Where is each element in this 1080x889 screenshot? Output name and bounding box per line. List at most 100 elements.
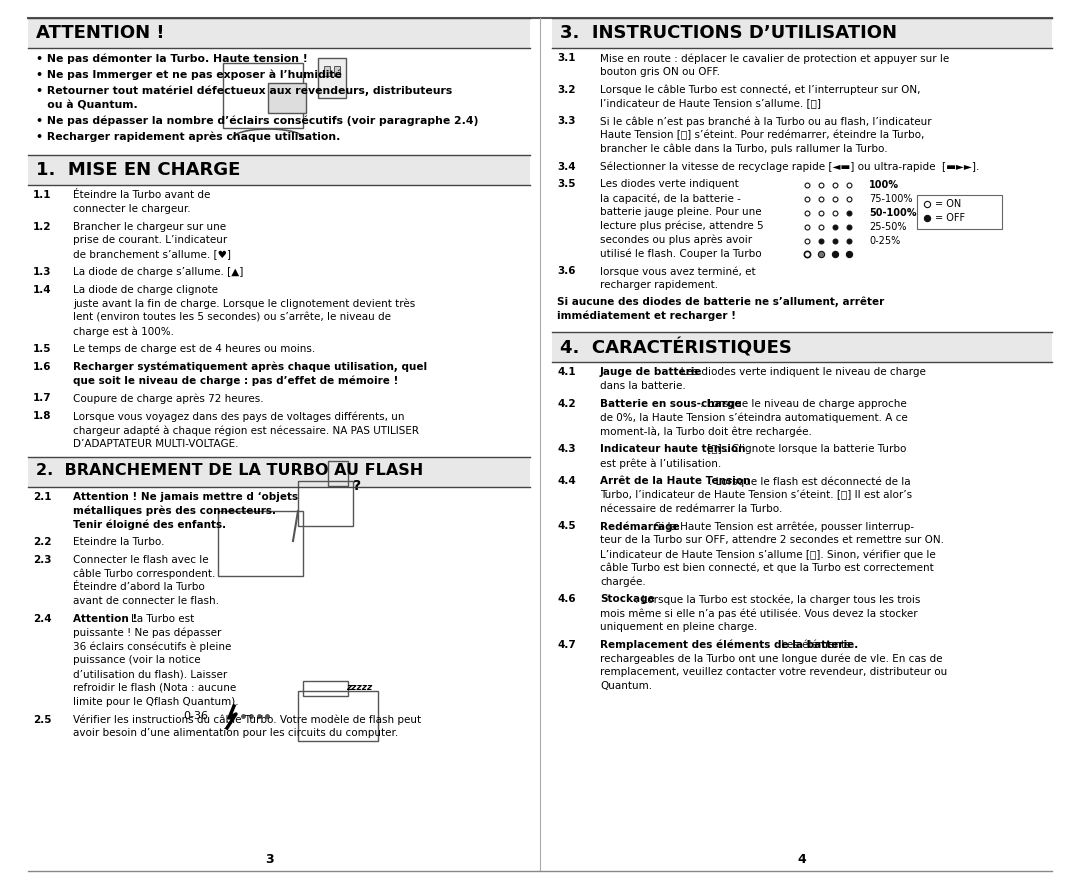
Text: l’indicateur de Haute Tension s’allume. [ⓘ]: l’indicateur de Haute Tension s’allume. … [600, 99, 821, 108]
Bar [298, 481, 353, 526]
Text: . Lorsque le niveau de charge approche: . Lorsque le niveau de charge approche [700, 399, 907, 409]
Text: avant de connecter le flash.: avant de connecter le flash. [73, 597, 219, 606]
Text: 2.3: 2.3 [33, 555, 52, 565]
Text: 3.2: 3.2 [557, 84, 576, 94]
Text: teur de la Turbo sur OFF, attendre 2 secondes et remettre sur ON.: teur de la Turbo sur OFF, attendre 2 sec… [600, 535, 944, 545]
Text: lorsque vous avez terminé, et: lorsque vous avez terminé, et [600, 266, 756, 276]
Text: la capacité, de la batterie -: la capacité, de la batterie - [600, 193, 741, 204]
Text: Stockage: Stockage [600, 595, 654, 605]
Text: = OFF: = OFF [935, 213, 966, 223]
Text: 25-50%: 25-50% [869, 221, 906, 232]
Text: charge est à 100%.: charge est à 100%. [73, 326, 174, 337]
Text: • Ne pas Immerger et ne pas exposer à l’humidité: • Ne pas Immerger et ne pas exposer à l’… [36, 69, 342, 80]
Text: Batterie en sous-charge: Batterie en sous-charge [600, 399, 742, 409]
Text: Sélectionner la vitesse de recyclage rapide [◄▬] ou ultra-rapide  [▬►►].: Sélectionner la vitesse de recyclage rap… [600, 162, 980, 172]
Text: brancher le câble dans la Turbo, puls rallumer la Turbo.: brancher le câble dans la Turbo, puls ra… [600, 144, 888, 155]
Text: 4.2: 4.2 [557, 399, 576, 409]
Text: Turbo, l’indicateur de Haute Tension s’éteint. [ⓘ] Il est alor’s: Turbo, l’indicateur de Haute Tension s’é… [600, 490, 913, 501]
Text: Quantum.: Quantum. [600, 681, 652, 692]
Text: 3.5: 3.5 [557, 180, 576, 189]
Text: [ⓘ] . Clignote lorsque la batterie Turbo: [ⓘ] . Clignote lorsque la batterie Turbo [704, 444, 907, 454]
Text: immédiatement et recharger !: immédiatement et recharger ! [557, 310, 735, 321]
Text: 50-100%: 50-100% [869, 208, 917, 218]
Text: puissance (voir la notice: puissance (voir la notice [73, 655, 201, 665]
Bar [218, 511, 303, 576]
Text: 3.  INSTRUCTIONS D’UTILISATION: 3. INSTRUCTIONS D’UTILISATION [561, 24, 897, 42]
Text: Remplacement des éléments de la batterie.: Remplacement des éléments de la batterie… [600, 640, 859, 650]
Text: 4.3: 4.3 [557, 444, 576, 454]
Bar [28, 18, 530, 48]
Text: Coupure de charge après 72 heures.: Coupure de charge après 72 heures. [73, 394, 264, 404]
Bar [552, 332, 1052, 363]
Text: est prête à l’utilisation.: est prête à l’utilisation. [600, 458, 721, 469]
Text: secondes ou plus après avoir: secondes ou plus après avoir [600, 235, 752, 245]
Bar [303, 681, 348, 696]
Text: 4: 4 [798, 853, 807, 866]
Bar [298, 691, 378, 741]
Text: chargeur adapté à chaque région est nécessaire. NA PAS UTILISER: chargeur adapté à chaque région est néce… [73, 425, 419, 436]
Text: Vérifier les instructions du câble Turbo. Votre modèle de flash peut: Vérifier les instructions du câble Turbo… [73, 715, 421, 725]
Text: avoir besoin d’une alimentation pour les circuits du computer.: avoir besoin d’une alimentation pour les… [73, 728, 399, 739]
Text: câble Turbo correspondent.: câble Turbo correspondent. [73, 569, 215, 579]
Text: = ON: = ON [935, 199, 961, 209]
Text: Si le câble n’est pas branché à la Turbo ou au flash, l’indicateur: Si le câble n’est pas branché à la Turbo… [600, 116, 932, 127]
Text: d’utilisation du flash). Laisser: d’utilisation du flash). Laisser [73, 669, 227, 679]
Text: . Lorsque le flash est déconnecté de la: . Lorsque le flash est déconnecté de la [708, 476, 910, 486]
Bar [552, 18, 1052, 48]
Text: Jauge de batterie: Jauge de batterie [600, 367, 702, 378]
Text: batterie jauge pleine. Pour une: batterie jauge pleine. Pour une [600, 207, 761, 217]
Bar [28, 155, 530, 185]
Text: de 0%, la Haute Tension s’éteindra automatiquement. A ce: de 0%, la Haute Tension s’éteindra autom… [600, 412, 908, 423]
Bar [28, 457, 530, 486]
Text: connecter le chargeur.: connecter le chargeur. [73, 204, 191, 213]
Text: 75-100%: 75-100% [869, 194, 913, 204]
Text: Le temps de charge est de 4 heures ou moins.: Le temps de charge est de 4 heures ou mo… [73, 344, 315, 354]
Text: 4.5: 4.5 [557, 522, 576, 532]
Bar [328, 461, 348, 486]
Text: 4.6: 4.6 [557, 595, 576, 605]
Text: Lorsque le câble Turbo est connecté, et l’interrupteur sur ON,: Lorsque le câble Turbo est connecté, et … [600, 84, 920, 95]
Text: Attention !: Attention ! [73, 614, 137, 624]
Text: que soit le niveau de charge : pas d’effet de mémoire !: que soit le niveau de charge : pas d’eff… [73, 375, 399, 386]
Text: dans la batterie.: dans la batterie. [600, 381, 686, 391]
Text: Eteindre la Turbo.: Eteindre la Turbo. [73, 537, 164, 547]
Text: refroidir le flash (Nota : aucune: refroidir le flash (Nota : aucune [73, 683, 237, 693]
Text: 4.7: 4.7 [557, 640, 576, 650]
Text: 1.8: 1.8 [33, 412, 52, 421]
Text: Indicateur haute tension: Indicateur haute tension [600, 444, 745, 454]
Text: 2.  BRANCHEMENT DE LA TURBO AU FLASH: 2. BRANCHEMENT DE LA TURBO AU FLASH [36, 462, 423, 477]
Text: limite pour le Qflash Quantum).: limite pour le Qflash Quantum). [73, 697, 239, 707]
Text: 2.1: 2.1 [33, 492, 52, 501]
Text: 3: 3 [266, 853, 274, 866]
Text: 3.4: 3.4 [557, 162, 576, 172]
Text: nécessaire de redémarrer la Turbo.: nécessaire de redémarrer la Turbo. [600, 503, 782, 514]
Text: bouton gris ON ou OFF.: bouton gris ON ou OFF. [600, 67, 720, 76]
Text: L’indicateur de Haute Tension s’allume [ⓘ]. Sinon, vérifier que le: L’indicateur de Haute Tension s’allume [… [600, 549, 935, 559]
Text: moment-là, la Turbo doit être rechargée.: moment-là, la Turbo doit être rechargée. [600, 427, 812, 437]
Text: mois même si elle n’a pas été utilisée. Vous devez la stocker: mois même si elle n’a pas été utilisée. … [600, 608, 918, 619]
Text: recharger rapidement.: recharger rapidement. [600, 280, 718, 290]
Text: . Lorsque la Turbo est stockée, la charger tous les trois: . Lorsque la Turbo est stockée, la charg… [635, 595, 920, 605]
Bar [324, 66, 330, 76]
Text: Si aucune des diodes de batterie ne s’allument, arrêter: Si aucune des diodes de batterie ne s’al… [557, 297, 885, 308]
Text: lent (environ toutes les 5 secondes) ou s’arrête, le niveau de: lent (environ toutes les 5 secondes) ou … [73, 312, 391, 323]
Text: ?: ? [353, 479, 361, 493]
Text: . Si la Haute Tension est arrêtée, pousser linterrup-: . Si la Haute Tension est arrêtée, pouss… [648, 522, 914, 532]
Bar [917, 196, 1002, 229]
Text: Tenir éloigné des enfants.: Tenir éloigné des enfants. [73, 519, 226, 530]
Text: ou à Quantum.: ou à Quantum. [36, 100, 138, 110]
Text: 1.3: 1.3 [33, 267, 52, 277]
Text: • Recharger rapidement après chaque utilisation.: • Recharger rapidement après chaque util… [36, 132, 340, 142]
Text: remplacement, veuillez contacter votre revendeur, distributeur ou: remplacement, veuillez contacter votre r… [600, 668, 947, 677]
Text: • Ne pas dépasser la nombre d’éclairs consécutifs (voir paragraphe 2.4): • Ne pas dépasser la nombre d’éclairs co… [36, 116, 478, 126]
Text: 4.1: 4.1 [557, 367, 576, 378]
Text: 1.4: 1.4 [33, 284, 52, 295]
Text: Mise en route : déplacer le cavalier de protection et appuyer sur le: Mise en route : déplacer le cavalier de … [600, 53, 949, 63]
Text: 2.5: 2.5 [33, 715, 52, 725]
Text: 1.5: 1.5 [33, 344, 52, 354]
Text: 0-25%: 0-25% [869, 236, 901, 245]
Text: de branchement s’allume. [♥]: de branchement s’allume. [♥] [73, 249, 231, 260]
Text: 4.4: 4.4 [557, 476, 576, 486]
Text: uniquement en pleine charge.: uniquement en pleine charge. [600, 622, 757, 632]
Text: métalliques près des connecteurs.: métalliques près des connecteurs. [73, 506, 276, 516]
